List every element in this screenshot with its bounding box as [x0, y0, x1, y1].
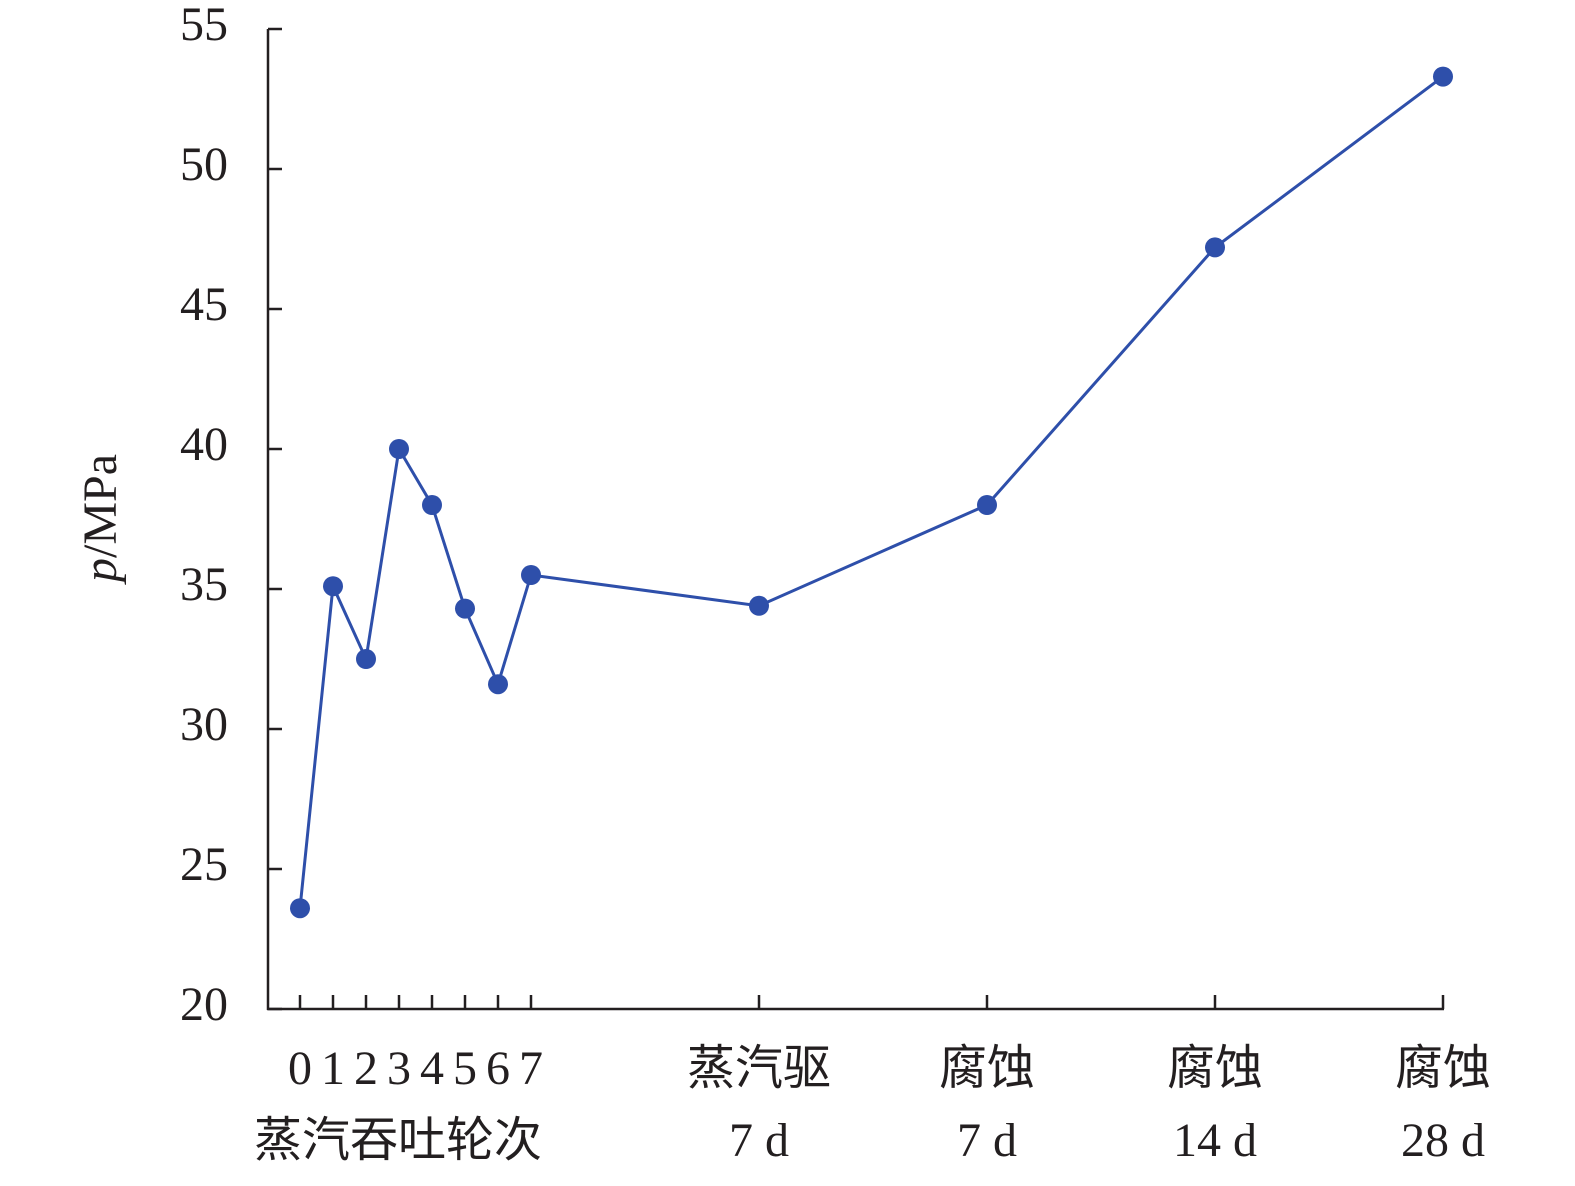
y-tick-label: 20 [180, 978, 228, 1031]
y-tick-label: 45 [180, 278, 228, 331]
y-tick-label: 35 [180, 558, 228, 611]
x-tick-label: 7 [519, 1042, 543, 1095]
data-point [488, 674, 508, 695]
y-tick-label: 30 [180, 698, 228, 751]
data-point [356, 649, 376, 669]
data-point [977, 495, 997, 515]
y-tick-label: 50 [180, 138, 228, 191]
x-tick-label: 0 [288, 1042, 312, 1095]
data-point [323, 576, 343, 597]
x-tick-label: 5 [453, 1042, 477, 1095]
data-point [521, 565, 541, 585]
y-tick-label: 25 [180, 838, 228, 891]
data-point [422, 495, 442, 515]
x-tick-label: 3 [387, 1042, 411, 1095]
x-tick-label: 1 [321, 1042, 345, 1095]
category-group-label: 蒸汽吞吐轮次 [254, 1114, 542, 1167]
y-tick-label: 40 [180, 418, 228, 471]
x-tick-label: 4 [420, 1042, 444, 1095]
x-tick-label: 蒸汽驱 7 d [687, 1042, 831, 1167]
data-point [455, 598, 475, 619]
y-axis-label: p/MPa [74, 454, 127, 585]
data-point [749, 595, 769, 616]
x-tick-label: 6 [486, 1042, 510, 1095]
data-point [389, 439, 409, 459]
x-tick-label: 腐蚀 14 d [1167, 1042, 1263, 1167]
data-line [298, 75, 1444, 909]
x-tick-label: 腐蚀 28 d [1395, 1042, 1491, 1167]
y-tick-label: 55 [180, 0, 228, 51]
data-point [1205, 237, 1225, 258]
data-point [1433, 66, 1453, 87]
data-point [290, 898, 310, 919]
x-tick-label: 腐蚀 7 d [939, 1042, 1035, 1167]
x-tick-label: 2 [354, 1042, 378, 1095]
